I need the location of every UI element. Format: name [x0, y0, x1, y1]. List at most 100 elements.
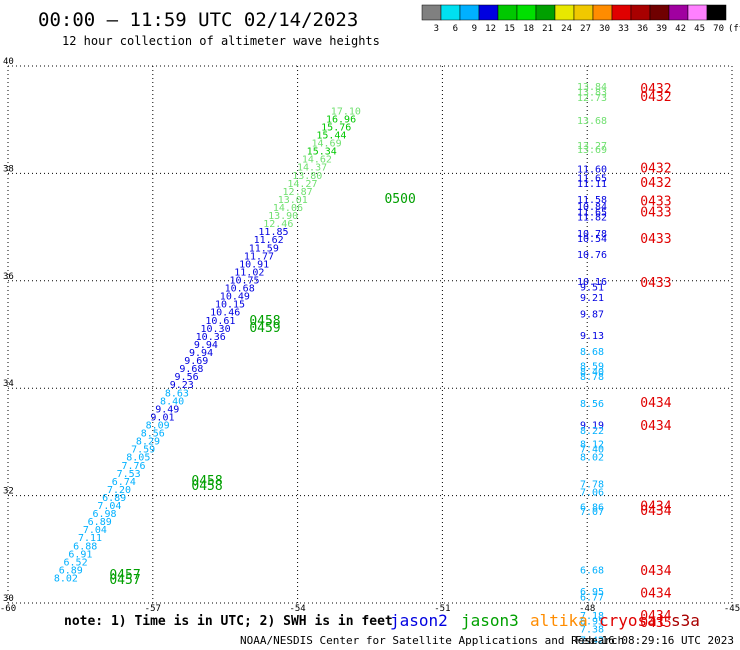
wave-height-label: 9.49: [155, 404, 179, 415]
legend-swatch: [421, 4, 442, 21]
y-tick-label: 40: [3, 57, 14, 67]
y-tick-label: 34: [3, 379, 14, 389]
wave-height-label: 7.18: [580, 611, 604, 622]
wave-height-label: 6.89: [88, 517, 112, 528]
wave-height-points: 17.1016.9615.7615.4414.6915.3414.6214.37…: [54, 82, 607, 646]
wave-height-label: 13.68: [577, 116, 607, 127]
legend-swatch: [592, 4, 613, 21]
time-label: 0432: [640, 82, 671, 97]
legend-label: 36: [637, 24, 648, 34]
y-tick-label: 32: [3, 487, 14, 497]
time-label: 0458: [191, 479, 222, 494]
satellite-legend: jason2 jason3 altika cryosat s3a: [390, 611, 700, 630]
wave-height-label: 9.69: [184, 356, 208, 367]
legend-label: 3: [434, 24, 439, 34]
wave-height-label: 10.49: [220, 292, 250, 303]
time-label: 0433: [640, 195, 671, 210]
wave-height-label: 7.20: [107, 485, 131, 496]
legend-swatch: [668, 4, 689, 21]
wave-height-label: 7.53: [117, 469, 141, 480]
footer-note: note: 1) Time is in UTC; 2) SWH is in fe…: [64, 614, 393, 629]
footer-timestamp: Feb 16 08:29:16 UTC 2023: [575, 634, 734, 647]
y-tick-label: 38: [3, 164, 14, 174]
wave-height-label: 10.75: [229, 275, 259, 286]
wave-height-label: 7.04: [83, 525, 107, 536]
wave-height-label: 11.82: [577, 213, 607, 224]
wave-height-label: 13.90: [268, 211, 298, 222]
wave-height-label: 9.87: [580, 309, 604, 320]
wave-height-label: 7.59: [131, 445, 155, 456]
legend-swatch: [611, 4, 632, 21]
wave-height-label: 6.74: [112, 477, 136, 488]
wave-height-label: 13.80: [292, 171, 322, 182]
wave-height-label: 6.91: [68, 549, 92, 560]
time-label: 0433: [640, 232, 671, 247]
wave-height-label: 8.12: [580, 439, 604, 450]
time-label: 0459: [249, 321, 280, 336]
wave-height-label: 17.10: [331, 106, 361, 117]
time-label: 0433: [640, 276, 671, 291]
wave-height-label: 10.54: [577, 234, 607, 245]
wave-height-label: 8.63: [165, 388, 189, 399]
time-label: 0434: [640, 609, 671, 624]
x-tick-label: -60: [0, 604, 16, 614]
wave-height-label: 10.91: [239, 259, 269, 270]
legend-swatch: [535, 4, 556, 21]
legend-swatch: [516, 4, 537, 21]
legend-label: 42: [675, 24, 686, 34]
legend-label: 21: [542, 24, 553, 34]
y-tick-label: 30: [3, 594, 14, 604]
plot-grid: [7, 65, 733, 604]
legend-label: 18: [523, 24, 534, 34]
wave-height-label: 10.68: [225, 284, 255, 295]
x-tick-label: -51: [434, 604, 450, 614]
wave-height-label: 8.02: [54, 574, 78, 585]
wave-height-label: 10.15: [215, 300, 245, 311]
legend-label: (ft): [728, 24, 740, 34]
satellite-name: jason3: [461, 611, 519, 630]
legend-label: 12: [485, 24, 496, 34]
legend-swatch: [649, 4, 670, 21]
wave-height-label: 14.69: [312, 139, 342, 150]
time-label: 0434: [640, 504, 671, 519]
wave-height-label: 13.69: [577, 145, 607, 156]
legend-swatch: [687, 4, 708, 21]
wave-height-label: 8.68: [580, 347, 604, 358]
wave-height-label: 7.38: [580, 625, 604, 636]
wave-height-label: 10.46: [210, 308, 240, 319]
wave-height-label: 6.98: [92, 509, 116, 520]
legend-label: 27: [580, 24, 591, 34]
wave-height-label: 8.05: [126, 453, 150, 464]
wave-height-label: 9.01: [150, 412, 174, 423]
wave-height-label: 8.78: [580, 372, 604, 383]
legend-swatch: [554, 4, 575, 21]
legend-swatch: [459, 4, 480, 21]
legend-label: 6: [453, 24, 458, 34]
wave-height-label: 11.85: [258, 227, 288, 238]
wave-height-label: 9.19: [580, 420, 604, 431]
wave-height-label: 11.60: [577, 164, 607, 175]
satellite-name: jason2: [390, 611, 448, 630]
legend-label: 33: [618, 24, 629, 34]
time-label: 0458: [249, 314, 280, 329]
wave-height-label: 12.46: [263, 219, 293, 230]
time-label: 0434: [640, 564, 671, 579]
wave-height-label: 7.04: [97, 501, 121, 512]
time-label: 0432: [640, 176, 671, 191]
legend-label: 30: [599, 24, 610, 34]
wave-height-label: 10.78: [577, 229, 607, 240]
wave-height-label: 9.13: [580, 331, 604, 342]
wave-height-label: 9.21: [580, 293, 604, 304]
x-tick-label: -54: [289, 604, 305, 614]
wave-height-label: 11.77: [244, 251, 274, 262]
wave-height-label: 14.27: [287, 179, 317, 190]
wave-height-label: 14.37: [297, 163, 327, 174]
time-label: 0434: [640, 587, 671, 602]
axis-ticks: -60 -57 -54 -51 -48 -45 30 32 34 36 38 40: [0, 57, 740, 614]
wave-height-label: 16.96: [326, 114, 356, 125]
wave-height-label: 8.09: [146, 420, 170, 431]
wave-height-label: 7.11: [78, 533, 102, 544]
wave-height-label: 6.95: [580, 616, 604, 627]
wave-height-label: 6.95: [580, 587, 604, 598]
wave-height-label: 9.51: [580, 282, 604, 293]
